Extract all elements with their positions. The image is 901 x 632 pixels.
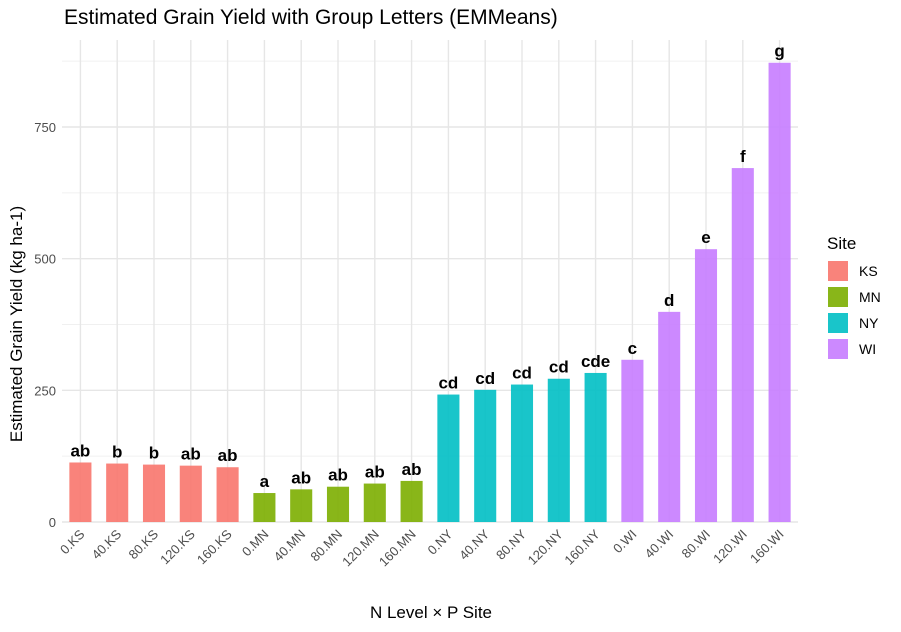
- x-tick-label: 160.WI: [747, 527, 787, 567]
- x-tick-label: 120.WI: [710, 527, 750, 567]
- legend-key-ks: [828, 261, 848, 281]
- legend-key-wi: [828, 339, 848, 359]
- x-tick-label: 40.WI: [642, 527, 677, 562]
- bar-80-ny: [510, 384, 534, 522]
- x-tick-label: 120.KS: [157, 526, 198, 567]
- bar-80-wi: [694, 249, 718, 523]
- x-tick-label: 40.NY: [456, 526, 492, 562]
- legend-title: Site: [827, 234, 856, 253]
- group-letter: cd: [475, 369, 495, 388]
- group-letter: ab: [402, 460, 422, 479]
- group-letter: cd: [438, 374, 458, 393]
- group-letter: c: [628, 339, 637, 358]
- group-letter: a: [260, 472, 270, 491]
- bar-40-mn: [290, 489, 313, 522]
- bar-120-ks: [179, 465, 202, 522]
- group-letter: g: [774, 42, 784, 61]
- group-letter: e: [701, 228, 710, 247]
- y-axis-title: Estimated Grain Yield (kg ha-1): [7, 206, 26, 442]
- group-letter: cd: [512, 364, 532, 383]
- x-tick-label: 40.KS: [89, 526, 125, 562]
- bar-160-ny: [584, 372, 607, 522]
- legend-label: KS: [859, 263, 878, 279]
- bar-160-ks: [216, 467, 239, 522]
- bar-120-mn: [363, 483, 386, 522]
- x-tick-label: 40.MN: [271, 527, 309, 565]
- group-letter: b: [149, 444, 159, 463]
- x-tick-label: 0.NY: [424, 526, 455, 557]
- bar-0-mn: [253, 493, 276, 522]
- y-tick-label: 500: [34, 252, 56, 267]
- legend-label: MN: [859, 289, 881, 305]
- bar-40-ks: [106, 463, 129, 522]
- legend-key-ny: [828, 313, 848, 333]
- bar-0-ks: [69, 462, 92, 522]
- bar-40-wi: [658, 311, 681, 522]
- bar-160-mn: [400, 480, 423, 522]
- group-letter: ab: [218, 446, 238, 465]
- y-tick-label: 0: [49, 515, 56, 530]
- group-letter: ab: [365, 463, 385, 482]
- group-letter: ab: [291, 468, 311, 487]
- x-tick-label: 160.KS: [194, 526, 235, 567]
- group-letter: cd: [549, 358, 569, 377]
- group-letter: d: [664, 291, 674, 310]
- x-tick-label: 120.NY: [525, 526, 567, 568]
- y-tick-label: 250: [34, 383, 56, 398]
- legend: Site KS MN NY WI: [827, 234, 881, 359]
- x-tick-label: 0.WI: [610, 527, 640, 557]
- group-letter: b: [112, 443, 122, 462]
- group-letter: f: [740, 147, 746, 166]
- bars: [69, 62, 791, 523]
- bar-0-ny: [437, 394, 460, 522]
- x-tick-label: 0.MN: [239, 527, 272, 560]
- x-tick-label: 160.NY: [561, 526, 603, 568]
- x-axis-title: N Level × P Site: [370, 603, 492, 622]
- y-tick-label: 750: [34, 120, 56, 135]
- legend-label: NY: [859, 315, 879, 331]
- x-tick-label: 120.MN: [339, 527, 382, 570]
- bar-120-ny: [547, 378, 570, 522]
- legend-key-mn: [828, 287, 848, 307]
- bar-160-wi: [768, 62, 791, 522]
- bar-80-mn: [326, 486, 350, 522]
- group-letter: ab: [70, 441, 90, 460]
- bar-40-ny: [474, 389, 497, 522]
- x-tick-label: 80.WI: [678, 527, 713, 562]
- legend-label: WI: [859, 341, 876, 357]
- y-axis-ticks: 0 250 500 750: [34, 120, 56, 530]
- bar-120-wi: [731, 168, 754, 522]
- x-tick-label: 160.MN: [376, 527, 419, 570]
- group-letter: ab: [181, 445, 201, 464]
- bar-80-ks: [142, 464, 166, 522]
- grid-lines: [62, 40, 798, 523]
- group-letter: ab: [328, 466, 348, 485]
- bar-0-wi: [621, 359, 644, 522]
- group-letter: cde: [581, 352, 610, 371]
- chart-title: Estimated Grain Yield with Group Letters…: [64, 6, 558, 29]
- x-tick-label: 0.KS: [57, 526, 88, 557]
